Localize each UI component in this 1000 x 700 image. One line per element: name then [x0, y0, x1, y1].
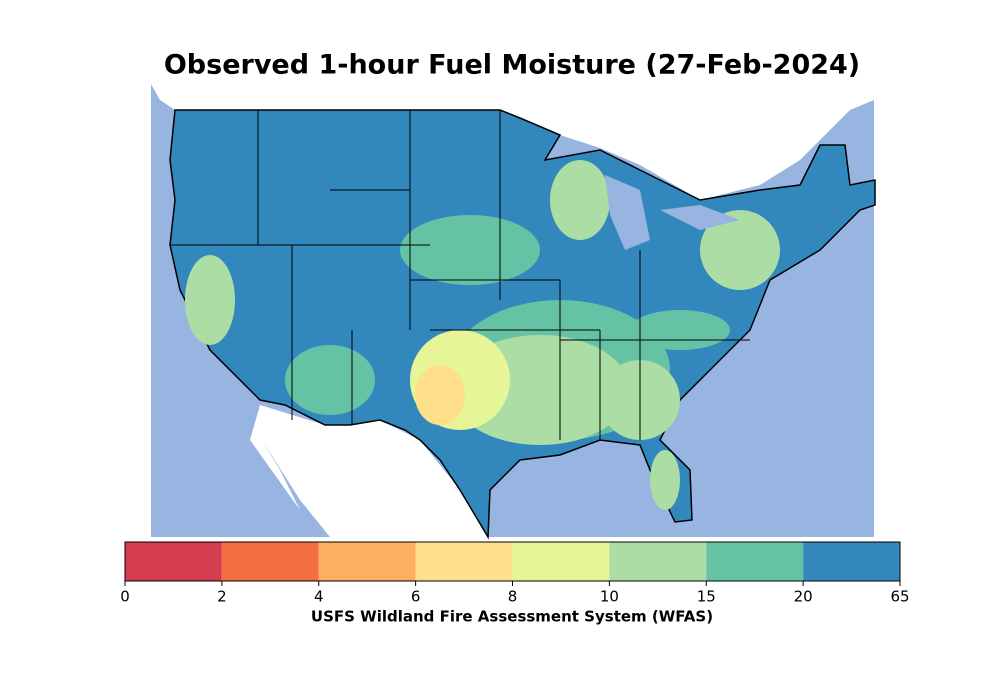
- colorbar-segment: [803, 542, 900, 581]
- colorbar-segment: [318, 542, 416, 581]
- area: [400, 215, 540, 285]
- canada: [151, 84, 874, 200]
- tick-label: 6: [411, 588, 421, 606]
- state-line: [170, 110, 750, 440]
- tick-label: 4: [314, 588, 324, 606]
- area: [630, 310, 730, 350]
- tick-label: 8: [508, 588, 518, 606]
- area: [700, 210, 780, 290]
- area: [285, 345, 375, 415]
- colorbar-label: USFS Wildland Fire Assessment System (WF…: [311, 608, 713, 626]
- tick-label: 65: [890, 588, 909, 606]
- moisture-areas: [185, 160, 780, 510]
- mexico: [250, 405, 488, 537]
- tick-label: 2: [217, 588, 227, 606]
- colorbar-segment: [609, 542, 707, 581]
- area: [415, 365, 465, 425]
- tick-label: 10: [600, 588, 619, 606]
- colorbar-segment: [706, 542, 804, 581]
- tick-label: 0: [120, 588, 130, 606]
- great-lakes: [605, 175, 740, 250]
- colorbar: USFS Wildland Fire Assessment System (WF…: [120, 541, 910, 626]
- tick-label: 20: [794, 588, 813, 606]
- map-title: Observed 1-hour Fuel Moisture (27-Feb-20…: [164, 50, 860, 81]
- colorbar-segment: [221, 542, 319, 581]
- colorbar-segment: [125, 542, 222, 581]
- map: [151, 84, 876, 540]
- tick-label: 15: [697, 588, 716, 606]
- area: [550, 160, 610, 240]
- colorbar-segment: [415, 542, 513, 581]
- colorbar-segment: [512, 542, 610, 581]
- state-lines: [170, 110, 750, 440]
- area: [185, 255, 235, 345]
- area: [650, 450, 680, 510]
